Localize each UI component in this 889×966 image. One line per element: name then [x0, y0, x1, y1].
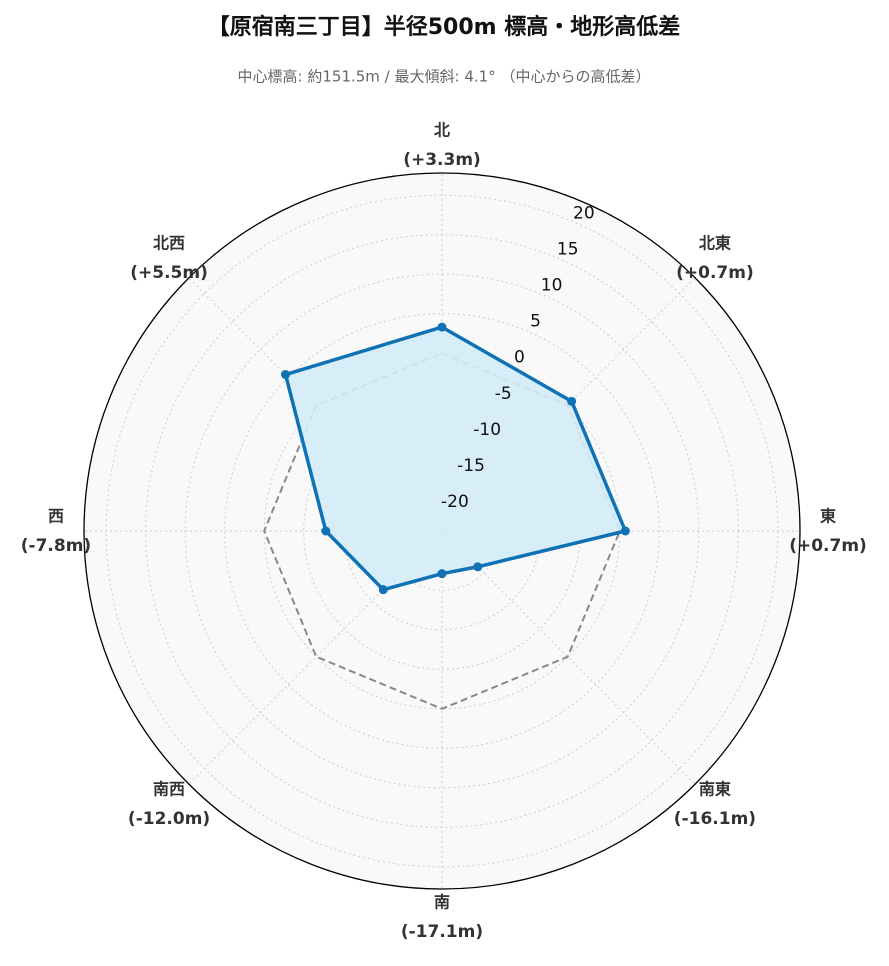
r-tick-label: -20 [441, 492, 469, 512]
value-label: (-12.0m) [128, 809, 210, 829]
point [281, 370, 291, 380]
point [567, 396, 577, 406]
point [437, 569, 447, 579]
point [620, 526, 630, 536]
r-tick-label: 0 [514, 348, 525, 368]
r-tick-label: 20 [573, 203, 595, 223]
chart-title: 【原宿南三丁目】半径500m 標高・地形高低差 [208, 14, 681, 40]
r-tick-label: -15 [457, 456, 485, 476]
category-label: 南 [434, 893, 450, 912]
category-label: 北 [434, 121, 450, 140]
category-label: 北東 [699, 234, 731, 253]
category-label: 西 [48, 507, 64, 526]
outer-circle [83, 172, 801, 890]
category-label: 南西 [153, 779, 185, 798]
chart-subtitle: 中心標高: 約151.5m / 最大傾斜: 4.1° （中心からの高低差） [238, 68, 651, 86]
value-label: (+5.5m) [130, 263, 208, 283]
value-label: (+0.7m) [789, 536, 867, 556]
point [437, 322, 447, 332]
point [473, 562, 483, 572]
r-tick-label: -5 [495, 384, 512, 404]
r-tick-label: 10 [541, 276, 563, 296]
r-tick-label: -10 [473, 420, 501, 440]
r-tick-label: 5 [530, 312, 541, 332]
value-label: (+0.7m) [676, 263, 754, 283]
point [378, 585, 388, 595]
category-label: 北西 [153, 234, 185, 253]
category-label: 東 [820, 507, 836, 526]
value-label: (-7.8m) [21, 536, 91, 556]
grid-circle [224, 313, 660, 749]
value-label: (-17.1m) [401, 922, 483, 942]
point [321, 526, 331, 536]
value-label: (+3.3m) [403, 150, 481, 170]
category-label: 南東 [699, 779, 731, 798]
value-label: (-16.1m) [674, 809, 756, 829]
r-tick-label: 15 [557, 239, 579, 259]
